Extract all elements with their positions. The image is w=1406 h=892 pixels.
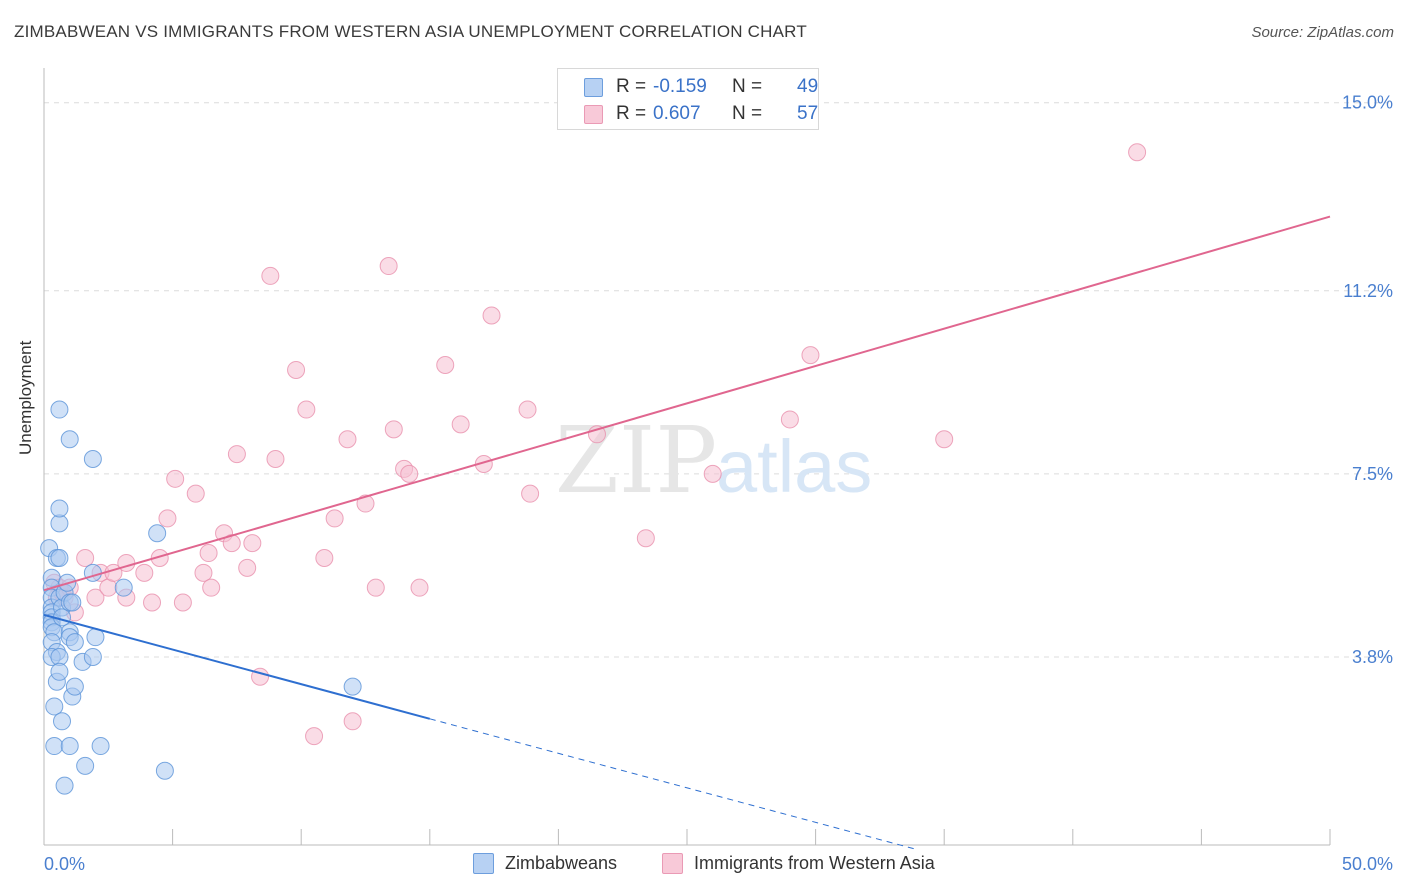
zimbabwean-point [155,761,174,780]
western-asia-point [135,563,154,582]
y-tick-label: 15.0% [1342,93,1393,113]
trend-lines [43,215,1331,851]
legend-swatch-pink [584,105,603,124]
zimbabwean-point [60,430,79,449]
western-asia-point [436,356,455,375]
tick-labels: 3.8% 7.5% 11.2% 15.0% 0.0% 50.0% [44,93,1393,874]
legend-r-value: -0.159 [653,76,707,97]
western-asia-point [297,400,316,419]
chart-title: ZIMBABWEAN VS IMMIGRANTS FROM WESTERN AS… [14,22,807,41]
western-asia-point [1128,143,1147,162]
zimbabwean-point [63,593,82,612]
y-tick-label: 11.2% [1343,281,1393,301]
western-asia-point [158,509,177,528]
western-asia-point [518,400,537,419]
zimbabwean-point [343,677,362,696]
legend-r-label: R = [616,76,647,97]
grid [44,102,1392,658]
western-asia-point [801,346,820,365]
western-asia-point [261,266,280,285]
western-asia-point [287,360,306,379]
zimbabwean-trend-line [43,613,431,720]
western-asia-point [521,484,540,503]
western-asia-point [202,578,221,597]
legend-swatch-blue [473,853,494,874]
zimbabwean-point [91,737,110,756]
legend-label: Zimbabweans [505,853,618,873]
western-asia-point [243,534,262,553]
western-asia-point [703,464,722,483]
zimbabwean-point [148,524,167,543]
western-asia-point [86,588,105,607]
zimbabwean-point [60,737,79,756]
zimbabwean-point [50,548,69,567]
zimbabwean-point [45,737,64,756]
correlation-legend: R = -0.159 N = 49 R = 0.607 N = 57 [557,68,819,130]
western-asia-point [366,578,385,597]
western-asia-point [343,712,362,731]
western-asia-point [482,306,501,325]
western-asia-point [76,548,95,567]
zimbabwean-point [45,697,64,716]
western-asia-point [186,484,205,503]
western-asia-point [400,464,419,483]
western-asia-point [227,445,246,464]
western-asia-point [780,410,799,429]
western-asia-point [451,415,470,434]
axes [43,68,1331,846]
western-asia-point [266,450,285,469]
watermark-zip: ZIP [555,407,717,514]
legend-r-label: R = [616,103,647,124]
western-asia-point [636,529,655,548]
y-tick-label: 3.8% [1352,647,1393,667]
watermark: ZIP atlas [555,407,872,514]
western-asia-point [410,578,429,597]
source-label: Source: ZipAtlas.com [1251,24,1394,41]
western-asia-point [935,430,954,449]
western-asia-point [199,544,218,563]
western-asia-point [379,257,398,276]
western-asia-point [238,558,257,577]
western-asia-point [338,430,357,449]
legend-n-label: N = [732,76,763,97]
legend-swatch-pink [662,853,683,874]
zimbabwean-point [83,450,102,469]
zimbabwean-point [114,578,133,597]
legend-n-value: 57 [797,103,819,124]
western-asia-point [194,563,213,582]
western-asia-point [305,727,324,746]
zimbabwean-point [65,633,84,652]
watermark-atlas: atlas [716,425,872,508]
western-asia-point [143,593,162,612]
zimbabwean-point [65,677,84,696]
western-asia-point [173,593,192,612]
zimbabwean-trend-extension [429,718,919,851]
legend-n-value: 49 [797,76,819,97]
western-asia-point [384,420,403,439]
western-asia-point [315,548,334,567]
legend-r-value: 0.607 [653,103,701,124]
western-asia-trend-line [43,215,1331,592]
zimbabwean-point [50,499,69,518]
western-asia-point [356,494,375,513]
zimbabwean-point [50,662,69,681]
legend-label: Immigrants from Western Asia [694,853,935,873]
x-tick-label: 0.0% [44,854,85,874]
x-tick-label: 50.0% [1342,854,1393,874]
legend-swatch-blue [584,78,603,97]
western-asia-point [166,469,185,488]
y-tick-label: 7.5% [1352,464,1393,484]
zimbabwean-point [83,647,102,666]
western-asia-point [325,509,344,528]
zimbabwean-point [50,400,69,419]
zimbabwean-point [55,776,74,795]
legend-n-label: N = [732,103,763,124]
zimbabwean-point [76,756,95,775]
zimbabwean-point [83,563,102,582]
zimbabwean-point [53,712,72,731]
